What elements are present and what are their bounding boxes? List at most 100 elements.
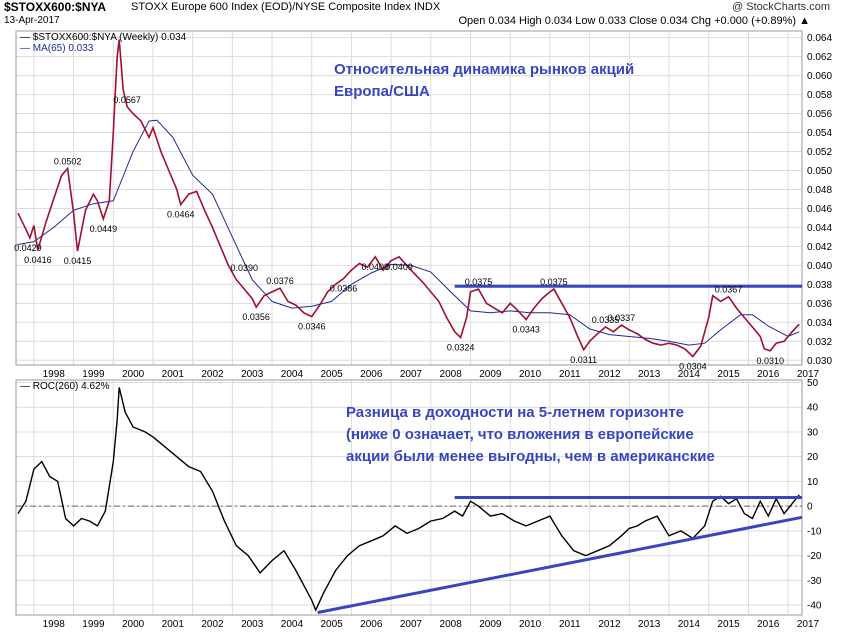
x-tick-label: 2008 bbox=[440, 369, 463, 380]
x-tick-label: 2009 bbox=[479, 369, 502, 380]
price-value-labels: 0.0429 0.0416 0.0502 0.0415 0.0449 0.0567 0.04… bbox=[14, 95, 784, 372]
roc-series-group bbox=[16, 387, 803, 614]
ma65-line bbox=[17, 119, 800, 346]
x-tick-label: 2013 bbox=[638, 619, 661, 630]
y-tick-label: -40 bbox=[807, 601, 822, 612]
y-tick-label: 0.054 bbox=[807, 128, 832, 139]
chart-symbol: $STOXX600:$NYA bbox=[4, 0, 107, 14]
x-tick-label: 2009 bbox=[479, 619, 502, 630]
price-ratio-line bbox=[17, 39, 800, 358]
price-value-label: 0.0464 bbox=[167, 210, 195, 220]
price-value-label: 0.0337 bbox=[608, 313, 636, 323]
x-tick-label: 2003 bbox=[241, 369, 264, 380]
x-tick-label: 2004 bbox=[281, 369, 304, 380]
price-value-label: 0.0324 bbox=[447, 342, 475, 352]
price-value-label: 0.0416 bbox=[24, 255, 52, 265]
price-x-axis: 1998 1999 2000 2001 2002 2003 2004 2005 2006 2007… bbox=[43, 369, 820, 380]
y-tick-label: -20 bbox=[807, 551, 822, 562]
roc-support-trendline bbox=[317, 515, 803, 614]
y-tick-label: -10 bbox=[807, 526, 822, 537]
y-tick-label: 0.030 bbox=[807, 356, 832, 367]
quote-readout: Open 0.034 High 0.034 Low 0.033 Close 0.… bbox=[458, 15, 810, 27]
y-tick-label: 0.038 bbox=[807, 280, 832, 291]
y-tick-label: 0.044 bbox=[807, 223, 832, 234]
x-tick-label: 2011 bbox=[559, 369, 581, 380]
y-tick-label: 0.048 bbox=[807, 185, 832, 196]
chart-date: 13-Apr-2017 bbox=[4, 15, 60, 26]
y-tick-label: 0.056 bbox=[807, 109, 832, 120]
price-value-label: 0.0386 bbox=[330, 284, 358, 294]
price-series-group bbox=[17, 39, 802, 358]
x-tick-label: 2003 bbox=[241, 619, 264, 630]
x-tick-label: 2000 bbox=[122, 369, 145, 380]
price-y-axis: 0.030 0.032 0.034 0.036 0.038 0.040 0.042 0.044… bbox=[807, 33, 832, 367]
x-tick-label: 2000 bbox=[122, 619, 145, 630]
x-tick-label: 2016 bbox=[757, 619, 780, 630]
y-tick-label: 0.032 bbox=[807, 337, 832, 348]
roc-annotation-line3: акции были менее выгодны, чем в американ… bbox=[346, 448, 715, 465]
x-tick-label: 1999 bbox=[82, 619, 105, 630]
y-tick-label: 0.064 bbox=[807, 33, 832, 44]
price-value-label: 0.0375 bbox=[540, 277, 568, 287]
x-tick-label: 2008 bbox=[440, 619, 463, 630]
price-legend-series: — $STOXX600:$NYA (Weekly) 0.034 bbox=[20, 32, 187, 43]
y-tick-label: 40 bbox=[807, 403, 819, 414]
x-tick-label: 2015 bbox=[717, 619, 740, 630]
price-value-label: 0.0415 bbox=[64, 256, 92, 266]
x-tick-label: 2015 bbox=[717, 369, 740, 380]
price-annotation-line2: Европа/США bbox=[334, 83, 430, 100]
y-tick-label: 0.042 bbox=[807, 242, 832, 253]
price-value-label: 0.0310 bbox=[756, 356, 784, 366]
x-tick-label: 1998 bbox=[43, 619, 66, 630]
price-value-label: 0.0567 bbox=[113, 95, 141, 105]
y-tick-label: -30 bbox=[807, 576, 822, 587]
roc-legend: — ROC(260) 4.62% bbox=[20, 381, 110, 392]
x-tick-label: 2007 bbox=[400, 619, 423, 630]
x-tick-label: 2012 bbox=[598, 369, 621, 380]
y-tick-label: 0 bbox=[807, 502, 813, 513]
price-value-label: 0.0409 bbox=[361, 262, 389, 272]
y-tick-label: 0.050 bbox=[807, 166, 832, 177]
price-value-label: 0.0346 bbox=[298, 322, 326, 332]
y-tick-label: 0.040 bbox=[807, 261, 832, 272]
x-tick-label: 2014 bbox=[678, 619, 701, 630]
x-tick-label: 2012 bbox=[598, 619, 621, 630]
x-tick-label: 2005 bbox=[320, 619, 343, 630]
y-tick-label: 30 bbox=[807, 427, 819, 438]
price-value-label: 0.0311 bbox=[570, 355, 597, 365]
x-tick-label: 2006 bbox=[360, 619, 383, 630]
y-tick-label: 50 bbox=[807, 378, 819, 389]
x-tick-label: 2010 bbox=[519, 619, 542, 630]
x-tick-label: 2001 bbox=[162, 619, 185, 630]
y-tick-label: 0.060 bbox=[807, 71, 832, 82]
price-value-label: 0.0390 bbox=[230, 263, 258, 273]
x-tick-label: 2017 bbox=[797, 619, 820, 630]
y-tick-label: 0.046 bbox=[807, 204, 832, 215]
price-panel-grid bbox=[16, 31, 802, 365]
y-tick-label: 10 bbox=[807, 477, 819, 488]
y-tick-label: 0.058 bbox=[807, 90, 832, 101]
y-tick-label: 0.052 bbox=[807, 147, 832, 158]
price-value-label: 0.0502 bbox=[54, 157, 82, 167]
price-value-label: 0.0335 bbox=[592, 315, 620, 325]
x-tick-label: 2006 bbox=[360, 369, 383, 380]
price-value-label: 0.0376 bbox=[266, 276, 294, 286]
price-value-label: 0.0367 bbox=[715, 285, 743, 295]
x-tick-label: 1999 bbox=[82, 369, 105, 380]
x-tick-label: 2011 bbox=[559, 619, 581, 630]
x-tick-label: 2002 bbox=[201, 619, 224, 630]
x-tick-label: 2010 bbox=[519, 369, 542, 380]
x-tick-label: 2001 bbox=[162, 369, 185, 380]
source-label: @ StockCharts.com bbox=[732, 1, 830, 13]
chart-description: STOXX Europe 600 Index (EOD)/NYSE Compos… bbox=[131, 1, 441, 13]
y-tick-label: 20 bbox=[807, 452, 819, 463]
x-tick-label: 2005 bbox=[320, 369, 343, 380]
y-tick-label: 0.036 bbox=[807, 299, 832, 310]
price-value-label: 0.0343 bbox=[512, 324, 540, 334]
x-tick-label: 1998 bbox=[43, 369, 66, 380]
price-value-label: 0.0356 bbox=[242, 312, 270, 322]
x-tick-label: 2017 bbox=[797, 369, 820, 380]
price-legend-ma: — MA(65) 0.033 bbox=[20, 43, 94, 54]
x-tick-label: 2013 bbox=[638, 369, 661, 380]
